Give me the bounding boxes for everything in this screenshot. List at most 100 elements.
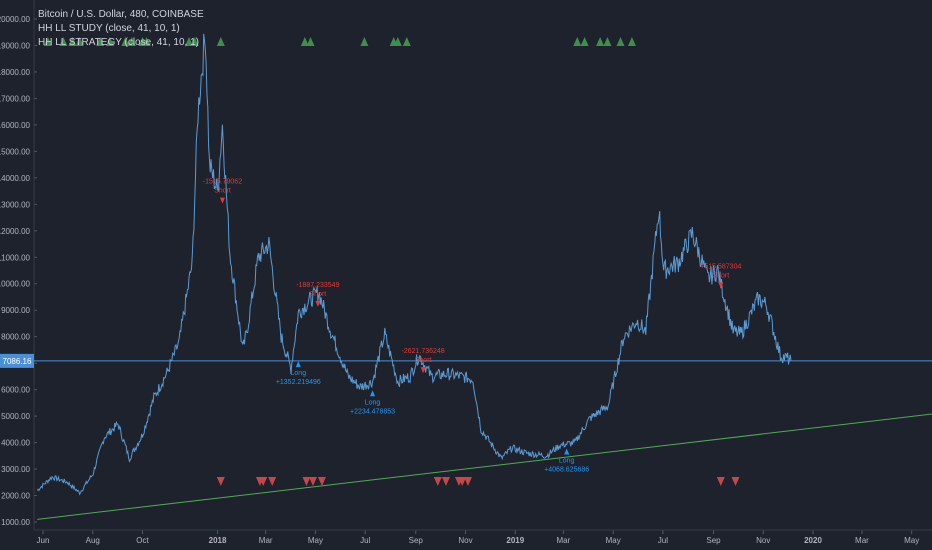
y-tick-label: 11000.00 <box>0 253 31 262</box>
y-tick-label: 9000.00 <box>1 306 30 315</box>
down-triangle-marker <box>308 477 317 486</box>
up-triangle-marker <box>142 37 151 46</box>
symbol-title[interactable]: Bitcoin / U.S. Dollar, 480, COINBASE <box>38 9 204 20</box>
up-triangle-marker <box>190 37 199 46</box>
y-tick-label: 17000.00 <box>0 94 31 103</box>
signal-arrow <box>295 361 301 368</box>
down-triangle-marker <box>441 477 450 486</box>
y-tick-label: 10000.00 <box>0 280 31 289</box>
x-tick-label: Jun <box>37 536 50 545</box>
down-triangle-marker <box>302 477 311 486</box>
up-triangle-marker <box>59 37 68 46</box>
signal-arrow <box>420 367 426 374</box>
signal-pnl-label: -1887.233549 <box>296 282 339 289</box>
signal-pnl-label: +4068.625686 <box>544 467 589 474</box>
y-tick-label: 4000.00 <box>1 439 30 448</box>
signal-arrow <box>370 390 376 397</box>
current-price-label-bg <box>0 353 34 368</box>
signal-type-label: Short <box>415 357 432 364</box>
up-triangle-marker <box>603 37 612 46</box>
strategy-indicator-label[interactable]: HH LL STRATEGY (close, 41, 10, 1) <box>38 37 199 48</box>
up-triangle-marker <box>127 37 136 46</box>
signal-type-label: Short <box>310 291 327 298</box>
current-price-label: 7086.16 <box>3 357 32 366</box>
up-triangle-marker <box>185 37 194 46</box>
x-tick-label: Oct <box>136 536 149 545</box>
x-tick-label: Mar <box>855 536 869 545</box>
up-triangle-marker <box>360 37 369 46</box>
up-triangle-marker <box>96 37 105 46</box>
signal-arrow <box>315 300 321 307</box>
signal-arrow <box>564 448 570 455</box>
up-triangle-marker <box>573 37 582 46</box>
y-tick-label: 13000.00 <box>0 200 31 209</box>
signal-type-label: Long <box>559 458 575 465</box>
y-tick-label: 6000.00 <box>1 386 30 395</box>
down-triangle-marker <box>433 477 442 486</box>
signal-type-label: Short <box>214 188 231 195</box>
y-tick-label: 3000.00 <box>1 465 30 474</box>
study-indicator-label[interactable]: HH LL STUDY (close, 41, 10, 1) <box>38 23 180 34</box>
x-tick-label: Sep <box>409 536 424 545</box>
x-tick-label: 2018 <box>209 536 227 545</box>
x-tick-label: Mar <box>259 536 273 545</box>
y-tick-label: 5000.00 <box>1 412 30 421</box>
y-tick-label: 18000.00 <box>0 68 31 77</box>
signal-pnl-label: +515.587304 <box>700 263 741 270</box>
down-triangle-marker <box>463 477 472 486</box>
up-triangle-marker <box>216 37 225 46</box>
up-triangle-marker <box>596 37 605 46</box>
up-triangle-marker <box>43 37 52 46</box>
y-tick-label: 12000.00 <box>0 227 31 236</box>
up-triangle-marker <box>627 37 636 46</box>
trend-line <box>37 413 932 520</box>
y-tick-label: 8000.00 <box>1 333 30 342</box>
signal-pnl-label: -2621.736248 <box>401 348 444 355</box>
x-tick-label: Jul <box>360 536 370 545</box>
x-tick-label: 2020 <box>804 536 822 545</box>
up-triangle-marker <box>75 37 84 46</box>
x-tick-label: May <box>606 536 621 545</box>
y-tick-label: 1000.00 <box>1 518 30 527</box>
x-tick-label: Nov <box>756 536 770 545</box>
down-triangle-marker <box>716 477 725 486</box>
up-triangle-marker <box>402 37 411 46</box>
down-triangle-marker <box>259 477 268 486</box>
up-triangle-marker <box>121 37 130 46</box>
signal-pnl-label: +1352.219496 <box>276 379 321 386</box>
y-tick-label: 20000.00 <box>0 15 31 24</box>
up-triangle-marker <box>300 37 309 46</box>
signal-arrow <box>219 197 225 204</box>
down-triangle-marker <box>317 477 326 486</box>
x-tick-label: 2019 <box>506 536 524 545</box>
signal-arrow <box>718 282 724 289</box>
up-triangle-marker <box>105 37 114 46</box>
y-tick-label: 19000.00 <box>0 41 31 50</box>
signal-type-label: Long <box>291 370 307 377</box>
x-tick-label: Jul <box>658 536 668 545</box>
chart-legend: Bitcoin / U.S. Dollar, 480, COINBASE HH … <box>38 8 204 50</box>
signal-pnl-label: +2234.478853 <box>350 408 395 415</box>
price-series-line[interactable] <box>36 33 792 496</box>
down-triangle-marker <box>216 477 225 486</box>
x-tick-label: Nov <box>458 536 472 545</box>
y-tick-label: 2000.00 <box>1 492 30 501</box>
signal-pnl-label: -1515.79062 <box>203 179 242 186</box>
signal-type-label: Long <box>365 399 381 406</box>
down-triangle-marker <box>268 477 277 486</box>
x-tick-label: May <box>308 536 323 545</box>
y-tick-label: 16000.00 <box>0 121 31 130</box>
y-tick-label: 14000.00 <box>0 174 31 183</box>
y-tick-label: 15000.00 <box>0 147 31 156</box>
signal-type-label: Short <box>712 272 729 279</box>
up-triangle-marker <box>306 37 315 46</box>
up-triangle-marker <box>393 37 402 46</box>
x-tick-label: Mar <box>557 536 571 545</box>
x-tick-label: Sep <box>706 536 721 545</box>
up-triangle-marker <box>580 37 589 46</box>
up-triangle-marker <box>68 37 77 46</box>
down-triangle-marker <box>731 477 740 486</box>
down-triangle-marker <box>458 477 467 486</box>
